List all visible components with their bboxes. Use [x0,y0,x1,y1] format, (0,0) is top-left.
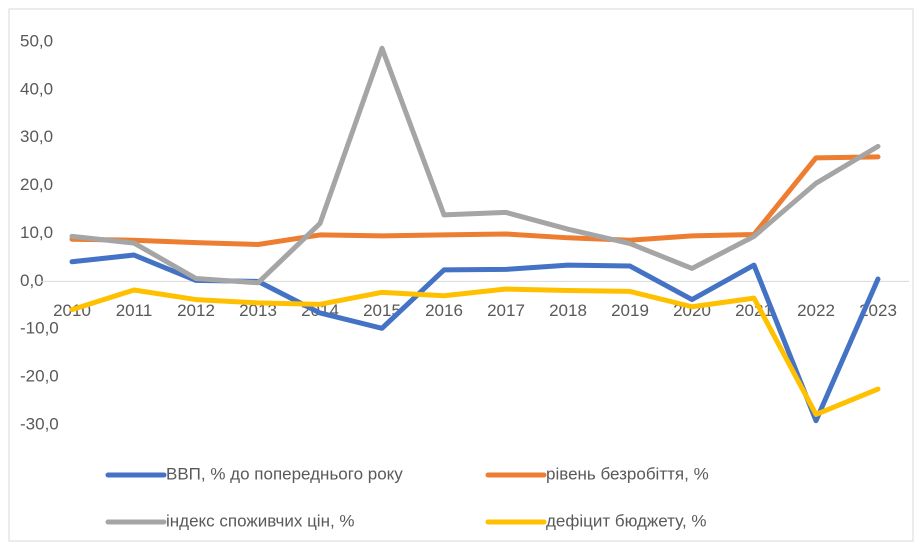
y-tick-label: -20,0 [20,367,59,386]
y-tick-label: 30,0 [20,127,53,146]
y-tick-label: 20,0 [20,175,53,194]
y-tick-label: -30,0 [20,414,59,433]
x-tick-label: 2016 [425,301,463,320]
x-tick-label: 2011 [116,301,153,320]
y-tick-label: 10,0 [20,223,53,242]
legend-label: ВВП, % до попереднього року [166,464,403,483]
x-tick-label: 2017 [487,301,525,320]
legend-label: рівень безробіття, % [546,464,709,483]
y-tick-label: 40,0 [20,79,53,98]
series-line [69,45,881,286]
y-tick-label: 50,0 [20,31,53,50]
legend-label: дефіцит бюджету, % [546,511,707,530]
legend-label: індекс споживчих цін, % [166,511,355,530]
y-tick-label: 0,0 [20,271,44,290]
x-tick-label: 2022 [797,301,835,320]
chart-border [8,8,914,542]
series-line [69,286,881,417]
y-tick-label: -10,0 [20,319,59,338]
x-tick-label: 2015 [363,301,401,320]
series-line [69,154,881,248]
x-tick-label: 2012 [177,301,215,320]
x-tick-label: 2019 [611,301,649,320]
x-tick-label: 2018 [549,301,587,320]
